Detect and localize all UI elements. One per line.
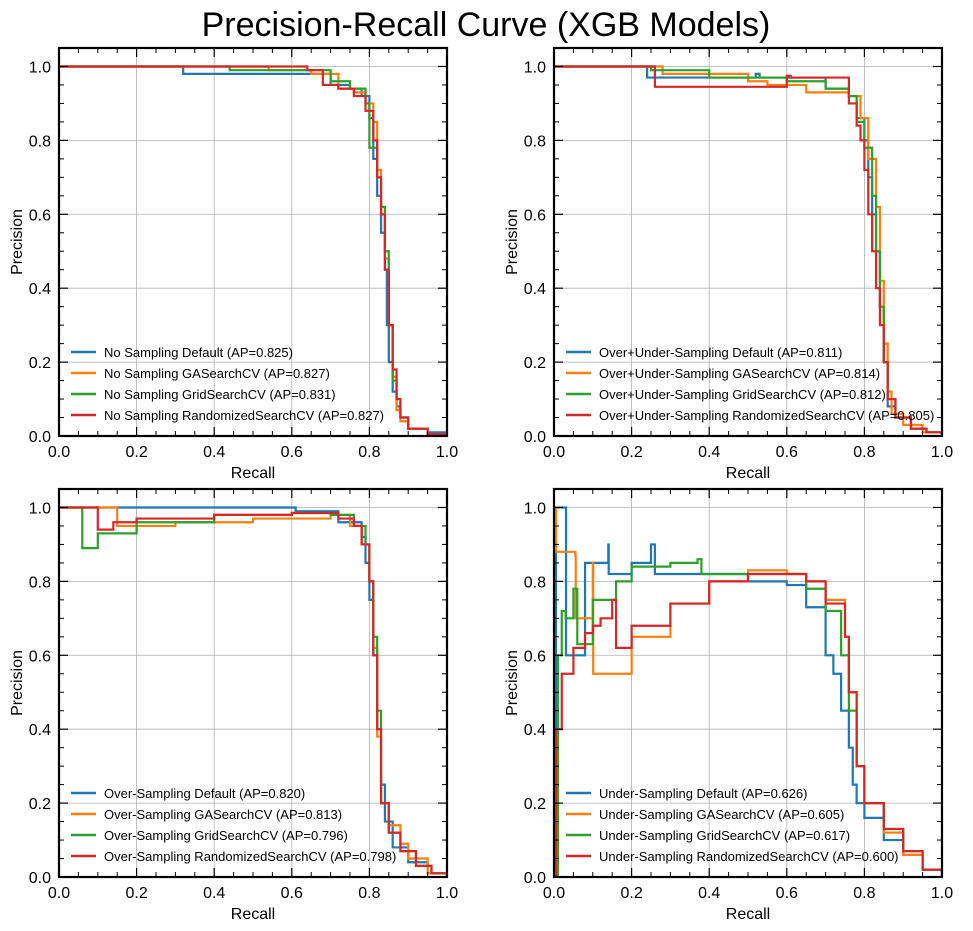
legend-label: Over+Under-Sampling GASearchCV (AP=0.814…	[599, 366, 880, 381]
y-tick-label: 0.4	[524, 281, 546, 298]
series-line-randomized	[59, 65, 447, 436]
y-axis-label: Precision	[9, 209, 26, 275]
x-tick-label: 0.8	[853, 885, 875, 902]
y-tick-label: 0.0	[524, 429, 546, 446]
legend-label: Under-Sampling RandomizedSearchCV (AP=0.…	[599, 849, 899, 864]
legend-label: Under-Sampling Default (AP=0.626)	[599, 786, 807, 801]
x-tick-label: 0.6	[281, 444, 303, 461]
x-tick-label: 0.8	[853, 444, 875, 461]
series-line-randomized	[554, 572, 942, 877]
x-axis-label: Recall	[726, 906, 770, 923]
y-tick-label: 0.6	[29, 648, 51, 665]
y-tick-label: 0.2	[29, 355, 51, 372]
legend-label: Over-Sampling GridSearchCV (AP=0.796)	[104, 828, 348, 843]
y-tick-label: 0.6	[29, 207, 51, 224]
x-tick-label: 1.0	[436, 885, 458, 902]
y-tick-label: 0.4	[29, 281, 51, 298]
y-axis-label: Precision	[9, 650, 26, 716]
legend: Under-Sampling Default (AP=0.626) Under-S…	[566, 786, 899, 864]
y-tick-label: 1.0	[29, 59, 51, 76]
x-tick-label: 0.0	[48, 444, 70, 461]
x-tick-label: 1.0	[931, 444, 953, 461]
y-tick-label: 0.4	[524, 722, 546, 739]
series-line-gasearch	[554, 65, 942, 436]
x-tick-label: 0.2	[620, 444, 642, 461]
y-tick-label: 0.4	[29, 722, 51, 739]
legend-label: Under-Sampling GASearchCV (AP=0.605)	[599, 807, 844, 822]
x-tick-label: 1.0	[931, 885, 953, 902]
legend-label: Under-Sampling GridSearchCV (AP=0.617)	[599, 828, 850, 843]
x-tick-label: 0.0	[543, 885, 565, 902]
x-tick-label: 0.4	[698, 444, 720, 461]
legend-label: No Sampling Default (AP=0.825)	[104, 345, 293, 360]
y-tick-label: 1.0	[29, 500, 51, 517]
legend: Over-Sampling Default (AP=0.820) Over-Sam…	[71, 786, 396, 864]
y-tick-label: 0.2	[29, 796, 51, 813]
x-tick-label: 0.2	[620, 885, 642, 902]
legend-label: No Sampling RandomizedSearchCV (AP=0.827…	[104, 408, 384, 423]
legend-label: Over+Under-Sampling GridSearchCV (AP=0.8…	[599, 387, 886, 402]
x-tick-label: 0.4	[203, 444, 225, 461]
legend-label: Over+Under-Sampling Default (AP=0.811)	[599, 345, 842, 360]
y-tick-label: 1.0	[524, 59, 546, 76]
legend: Over+Under-Sampling Default (AP=0.811) Ov…	[566, 345, 934, 423]
x-tick-label: 0.2	[125, 444, 147, 461]
x-tick-label: 0.0	[543, 444, 565, 461]
y-tick-label: 0.8	[524, 133, 546, 150]
legend-label: Over-Sampling GASearchCV (AP=0.813)	[104, 807, 342, 822]
x-tick-label: 0.2	[125, 885, 147, 902]
y-tick-label: 0.8	[524, 574, 546, 591]
legend-label: No Sampling GridSearchCV (AP=0.831)	[104, 387, 336, 402]
x-axis-label: Recall	[231, 465, 275, 482]
x-tick-label: 0.4	[203, 885, 225, 902]
y-tick-label: 1.0	[524, 500, 546, 517]
x-axis-label: Recall	[726, 465, 770, 482]
subplot-grid: 0.0 0.2 0.4 0.6 0.8 1.0 0.0 0.2 0.4 0.6 0.8 1.0 Reca…	[9, 46, 953, 923]
figure-title: Precision-Recall Curve (XGB Models)	[202, 6, 771, 44]
subplot-4: 0.0 0.2 0.4 0.6 0.8 1.0 0.0 0.2 0.4 0.6 0.8 1.0 Reca…	[504, 487, 953, 923]
legend-label: Over-Sampling RandomizedSearchCV (AP=0.7…	[104, 849, 396, 864]
x-tick-label: 0.6	[281, 885, 303, 902]
x-tick-label: 0.0	[48, 885, 70, 902]
series-line-randomized	[59, 506, 447, 877]
x-tick-label: 0.4	[698, 885, 720, 902]
y-axis-label: Precision	[504, 650, 521, 716]
y-tick-label: 0.2	[524, 796, 546, 813]
x-tick-label: 0.8	[358, 444, 380, 461]
y-tick-label: 0.8	[29, 574, 51, 591]
x-tick-label: 0.6	[776, 885, 798, 902]
x-tick-label: 0.6	[776, 444, 798, 461]
y-tick-label: 0.2	[524, 355, 546, 372]
subplot-2: 0.0 0.2 0.4 0.6 0.8 1.0 0.0 0.2 0.4 0.6 0.8 1.0 Reca…	[504, 46, 953, 482]
series-line-randomized	[554, 65, 942, 436]
y-tick-label: 0.0	[29, 429, 51, 446]
y-tick-label: 0.0	[29, 870, 51, 887]
y-tick-label: 0.6	[524, 648, 546, 665]
legend-label: Over-Sampling Default (AP=0.820)	[104, 786, 305, 801]
legend: No Sampling Default (AP=0.825) No Samplin…	[71, 345, 384, 423]
y-tick-label: 0.8	[29, 133, 51, 150]
legend-label: Over+Under-Sampling RandomizedSearchCV (…	[599, 408, 934, 423]
subplot-1: 0.0 0.2 0.4 0.6 0.8 1.0 0.0 0.2 0.4 0.6 0.8 1.0 Reca…	[9, 46, 458, 482]
legend-label: No Sampling GASearchCV (AP=0.827)	[104, 366, 330, 381]
subplot-3: 0.0 0.2 0.4 0.6 0.8 1.0 0.0 0.2 0.4 0.6 0.8 1.0 Reca…	[9, 487, 458, 923]
y-tick-label: 0.6	[524, 207, 546, 224]
x-tick-label: 0.8	[358, 885, 380, 902]
x-tick-label: 1.0	[436, 444, 458, 461]
series-line-default	[554, 506, 942, 877]
x-axis-label: Recall	[231, 906, 275, 923]
y-axis-label: Precision	[504, 209, 521, 275]
y-tick-label: 0.0	[524, 870, 546, 887]
